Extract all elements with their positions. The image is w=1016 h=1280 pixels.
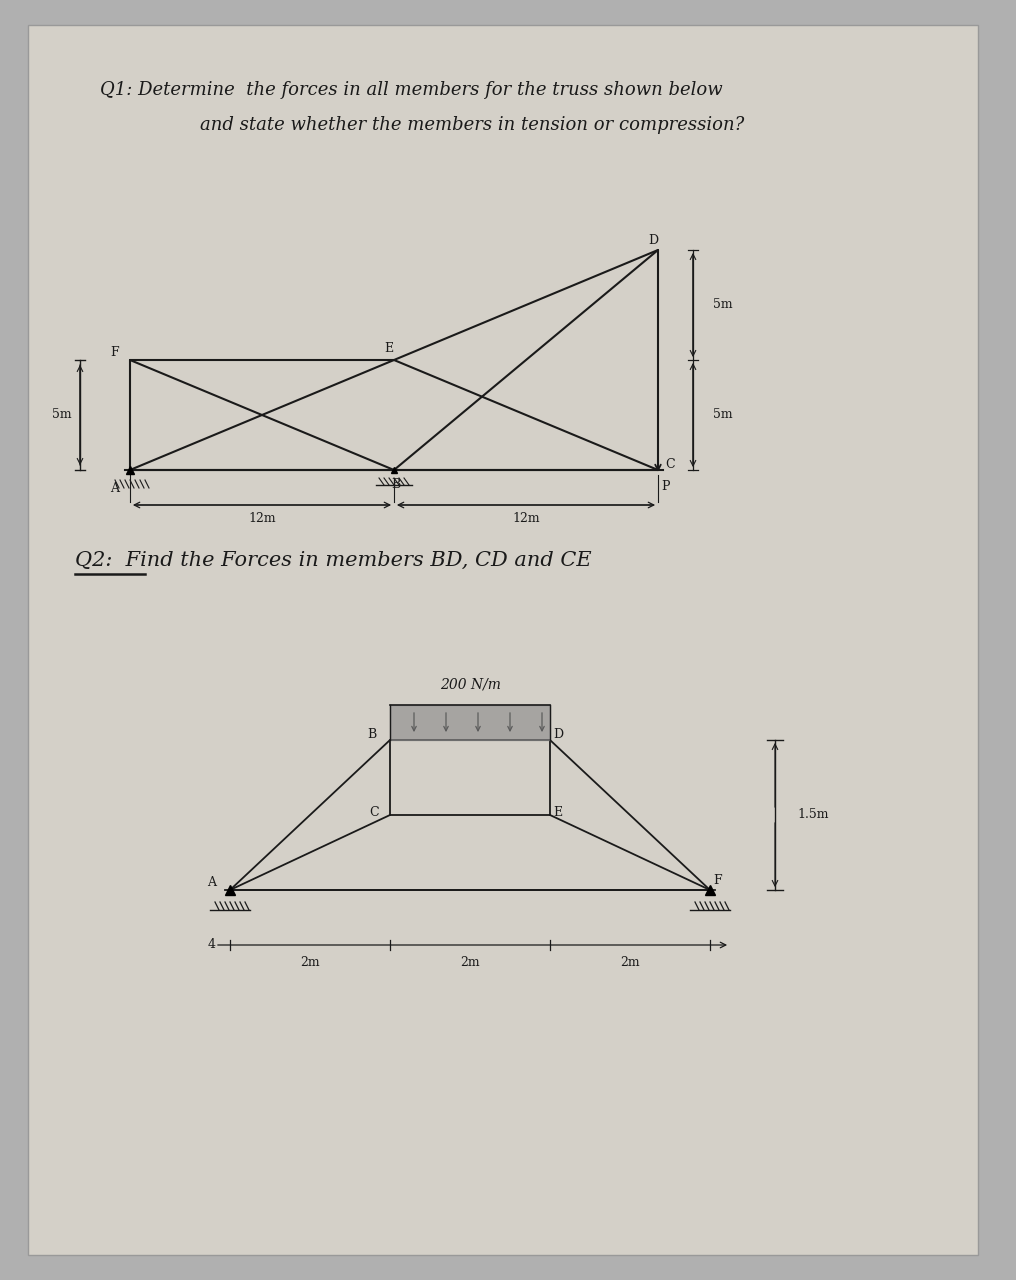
Text: 1.5m: 1.5m — [797, 809, 828, 822]
Text: F: F — [713, 873, 722, 887]
Text: 2m: 2m — [460, 956, 480, 969]
Text: D: D — [648, 233, 658, 247]
Text: C: C — [369, 806, 379, 819]
Text: B: B — [368, 728, 377, 741]
Text: 5m: 5m — [713, 408, 733, 421]
Text: B: B — [391, 479, 400, 492]
Text: A: A — [207, 876, 216, 888]
Text: Q2:  Find the Forces in members BD, CD and CE: Q2: Find the Forces in members BD, CD an… — [75, 550, 591, 570]
Text: 2m: 2m — [300, 956, 320, 969]
Text: A: A — [111, 481, 120, 494]
Text: F: F — [111, 346, 119, 358]
Text: D: D — [553, 728, 563, 741]
Text: 12m: 12m — [512, 512, 539, 526]
Text: E: E — [384, 342, 393, 355]
FancyBboxPatch shape — [28, 26, 978, 1254]
Text: and state whether the members in tension or compression?: and state whether the members in tension… — [200, 116, 745, 134]
Text: 12m: 12m — [248, 512, 275, 526]
Text: 5m: 5m — [713, 298, 733, 311]
Text: P: P — [661, 480, 671, 493]
Text: 200 N/m: 200 N/m — [440, 678, 501, 692]
Text: Q1: Determine  the forces in all members for the truss shown below: Q1: Determine the forces in all members … — [100, 81, 722, 99]
Text: 2m: 2m — [620, 956, 640, 969]
Text: E: E — [554, 806, 563, 819]
Text: 4: 4 — [208, 938, 216, 951]
Text: 5m: 5m — [52, 408, 72, 421]
Text: C: C — [665, 458, 675, 471]
